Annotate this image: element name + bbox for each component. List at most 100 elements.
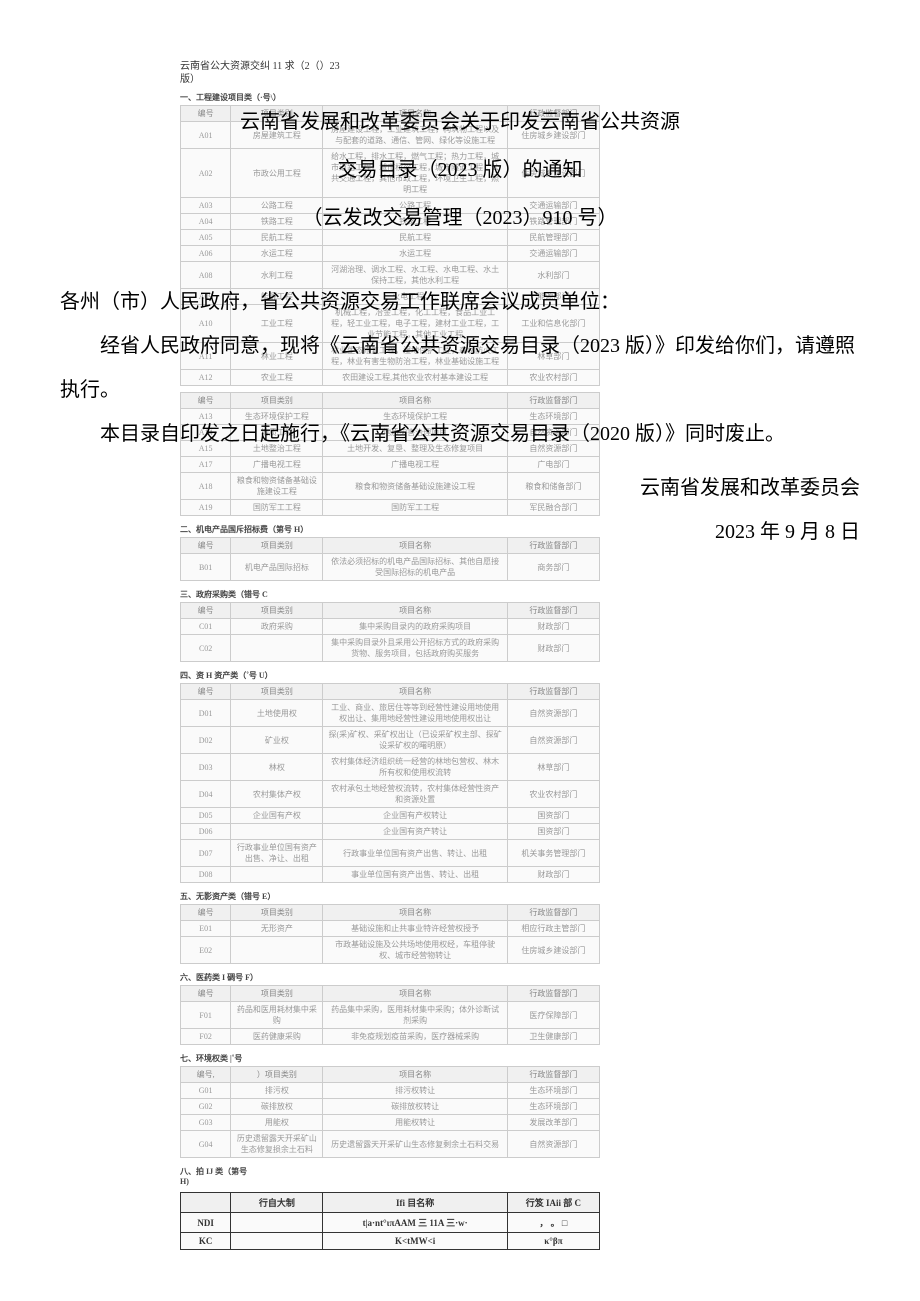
table-cell: ， 。 □ <box>507 1213 599 1233</box>
small-head-line1: 云南省公大资源交纠 11 求（2（）23 <box>180 60 340 73</box>
table-cell: 行政事业单位国有资产出售、净让、出租 <box>231 840 323 867</box>
table-cell: 相应行政主管部门 <box>507 921 599 937</box>
table-row: D07行政事业单位国有资产出售、净让、出租行政事业单位国有资产出售、转让、出租机… <box>181 840 600 867</box>
table-cell: 生态环境部门 <box>507 1099 599 1115</box>
table-cell: 市政基础设施及公共场地使用权经，车租停驶权、城市经营物转让 <box>323 937 507 964</box>
table-cell: 机关事务管理部门 <box>507 840 599 867</box>
table-cell: D07 <box>181 840 231 867</box>
table-row: G01排污权排污权转让生态环境部门 <box>181 1083 600 1099</box>
table-header-cell: 编号 <box>181 905 231 921</box>
table-cell: 企业国有产权转让 <box>323 808 507 824</box>
table-header-cell: 行笈 IAii 部 C <box>507 1193 599 1213</box>
table-header-cell: 项目类别 <box>231 603 323 619</box>
table-cell: 土地使用权 <box>231 700 323 727</box>
table-row: D04农村集体产权农村承包土地经营权流转，农村集体经营性资产和资源处置农业农村部… <box>181 781 600 808</box>
table-header-cell: 项目类别 <box>231 905 323 921</box>
table-cell: G04 <box>181 1131 231 1158</box>
table-header-cell: 行政监督部门 <box>507 603 599 619</box>
table-cell: 国资部门 <box>507 808 599 824</box>
table-cell: 工业、商业、旅居住等等到经营性建设用地使用权出让、集用地经营性建设用地使用权出让 <box>323 700 507 727</box>
section7-title: 七、环境权类 |˚号 <box>180 1051 600 1066</box>
table-cell: KC <box>181 1233 231 1250</box>
table-cell: 碳排放权 <box>231 1099 323 1115</box>
table-cell: NDI <box>181 1213 231 1233</box>
table-3: 编号项目类别项目名称行政监督部门 C01政府采购集中采购目录内的政府采购项目财政… <box>180 602 600 662</box>
section5-title: 五、无影资产类（错号 E） <box>180 889 600 904</box>
table-header-cell: 行政监督部门 <box>507 905 599 921</box>
table-cell: 住房城乡建设部门 <box>507 937 599 964</box>
paragraph-2: 本目录自印发之日起施行，《云南省公共资源交易目录（2020 版）》同时废止。 <box>60 412 860 456</box>
table-cell: K<tMW<i <box>323 1233 507 1250</box>
table-cell: D03 <box>181 754 231 781</box>
table-header-cell: 项目类别 <box>231 986 323 1002</box>
table-cell: t|a·nt°ιπAAM 三 11A 三·w· <box>323 1213 507 1233</box>
table-cell: D05 <box>181 808 231 824</box>
table-cell: 自然资源部门 <box>507 700 599 727</box>
table-header-cell: 项目类别 <box>231 684 323 700</box>
table-cell: 集中采购目录内的政府采购项目 <box>323 619 507 635</box>
table-cell: 用能权 <box>231 1115 323 1131</box>
table-header-cell: 编号, <box>181 1067 231 1083</box>
table-row: F01药品和医用耗材集中采购药品集中采购，医用耗材集中采购；体外诊断试剂采购医疗… <box>181 1002 600 1029</box>
table-row: C01政府采购集中采购目录内的政府采购项目财政部门 <box>181 619 600 635</box>
table-cell: 用能权转让 <box>323 1115 507 1131</box>
table-header-cell: 项目名称 <box>323 1067 507 1083</box>
table-cell: 政府采购 <box>231 619 323 635</box>
table-header-cell: 行政监督部门 <box>507 986 599 1002</box>
table-cell: 排污权转让 <box>323 1083 507 1099</box>
table-header-cell <box>181 1193 231 1213</box>
small-head-line2: 版） <box>180 73 340 86</box>
table-cell: 生态环境部门 <box>507 1083 599 1099</box>
table-4: 编号项目类别项目名称行政监督部门 D01土地使用权工业、商业、旅居住等等到经营性… <box>180 683 600 883</box>
signature: 云南省发展和改革委员会 <box>60 466 860 510</box>
table-row: G03用能权用能权转让发展改革部门 <box>181 1115 600 1131</box>
table-cell: 林权 <box>231 754 323 781</box>
table-5: 编号项目类别项目名称行政监督部门 E01无形资产基础设施和止共事业特许经营权授予… <box>180 904 600 964</box>
table-8: 行自大制Ifi 目名称行笈 IAii 部 C NDIt|a·nt°ιπAAM 三… <box>180 1192 600 1250</box>
table-cell: 矿业权 <box>231 727 323 754</box>
table-cell: E01 <box>181 921 231 937</box>
table-cell: 事业单位国有资产出售、转让、出租 <box>323 867 507 883</box>
table-cell: 无形资产 <box>231 921 323 937</box>
table-cell <box>231 867 323 883</box>
table-header-cell: 项目名称 <box>323 684 507 700</box>
table-row: D02矿业权探(采)矿权、采矿权出让（已设采矿权主部、探矿设采矿权的曙明原）自然… <box>181 727 600 754</box>
table-row: E02 市政基础设施及公共场地使用权经，车租停驶权、城市经营物转让住房城乡建设部门 <box>181 937 600 964</box>
table-cell: D01 <box>181 700 231 727</box>
table-row: D03林权农村集体经济组织统一经营的林地包营权、林木所有权和使用权流转林草部门 <box>181 754 600 781</box>
table-cell <box>231 1233 323 1250</box>
table-cell: 财政部门 <box>507 635 599 662</box>
table-row: C02集中采购目录外且采用公开招标方式的政府采购货物、服务项目，包括政府购买服务… <box>181 635 600 662</box>
table-cell: C01 <box>181 619 231 635</box>
table-cell: 卫生健康部门 <box>507 1029 599 1045</box>
table-cell: 自然资源部门 <box>507 727 599 754</box>
table-header-cell: 编号 <box>181 603 231 619</box>
table-row: E01无形资产基础设施和止共事业特许经营权授予相应行政主管部门 <box>181 921 600 937</box>
table-cell: C02 <box>181 635 231 662</box>
table-row: D05企业国有产权企业国有产权转让国资部门 <box>181 808 600 824</box>
table-cell: G02 <box>181 1099 231 1115</box>
table-cell <box>231 1213 323 1233</box>
table-cell: 医疗保障部门 <box>507 1002 599 1029</box>
section8-title: 八、拍 IJ 类（第号 H) <box>180 1164 600 1188</box>
table-row: D01土地使用权工业、商业、旅居住等等到经营性建设用地使用权出让、集用地经营性建… <box>181 700 600 727</box>
table-row: NDI t|a·nt°ιπAAM 三 11A 三·w·， 。 □ <box>181 1213 600 1233</box>
table-cell: E02 <box>181 937 231 964</box>
table-header-cell: ）项目类别 <box>231 1067 323 1083</box>
table-cell: 药品集中采购，医用耗材集中采购；体外诊断试剂采购 <box>323 1002 507 1029</box>
table-cell <box>231 635 323 662</box>
table-cell: 历史遗留露天开采矿山生态修复损余土石料 <box>231 1131 323 1158</box>
table-cell <box>231 824 323 840</box>
table-cell: 探(采)矿权、采矿权出让（已设采矿权主部、探矿设采矿权的曙明原） <box>323 727 507 754</box>
table-cell: D06 <box>181 824 231 840</box>
table-header-cell: 行自大制 <box>231 1193 323 1213</box>
doc-title-line2: 交易目录（2023 版）的通知 <box>60 148 860 192</box>
paragraph-1: 经省人民政府同意，现将《云南省公共资源交易目录（2023 版）》印发给你们，请遵… <box>60 324 860 412</box>
table-cell: 发展改革部门 <box>507 1115 599 1131</box>
table-cell: 农业农村部门 <box>507 781 599 808</box>
table-row: D06企业国有资产转让国资部门 <box>181 824 600 840</box>
table-cell: 碳排放权转让 <box>323 1099 507 1115</box>
table-cell: 企业国有产权 <box>231 808 323 824</box>
table-cell: F01 <box>181 1002 231 1029</box>
section4-title: 四、资 H 资产类（˚号 U） <box>180 668 600 683</box>
